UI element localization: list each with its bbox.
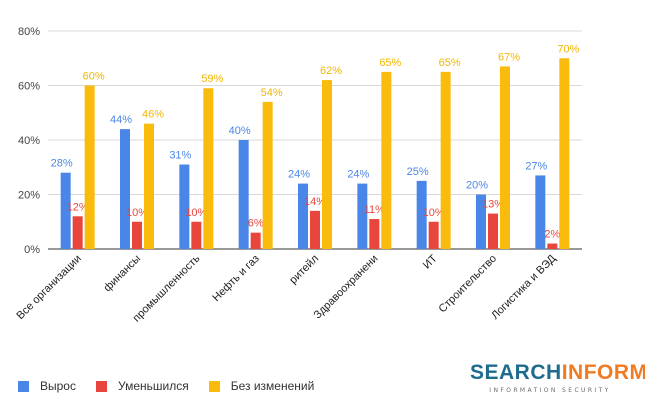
- value-label-s0-c3: 40%: [229, 125, 251, 137]
- value-label-s1-c6: 10%: [423, 207, 445, 219]
- bar-s0-c0: [60, 172, 71, 249]
- x-tick-label-0: Все организации: [14, 253, 83, 322]
- value-label-s2-c0: 60%: [83, 71, 105, 83]
- bar-s2-c8: [559, 58, 570, 249]
- value-label-s1-c8: 2%: [544, 229, 560, 241]
- logo-text-search: SEARCH: [470, 361, 562, 384]
- legend-item-umenshilsya: Уменьшился: [95, 379, 189, 393]
- bar-s2-c6: [440, 71, 451, 249]
- value-label-s1-c5: 11%: [364, 204, 385, 216]
- bar-s1-c7: [488, 213, 498, 249]
- bar-s0-c6: [416, 180, 427, 249]
- y-tick-label-40: 40%: [18, 135, 40, 147]
- value-label-s1-c3: 6%: [248, 218, 264, 230]
- logo-wordmark: SEARCHINFORM: [470, 361, 645, 384]
- x-tick-label-2: промышленность: [131, 252, 203, 324]
- x-tick-label-4: ритейл: [287, 253, 321, 287]
- bar-s0-c1: [120, 129, 130, 249]
- value-label-s0-c4: 24%: [288, 169, 310, 181]
- x-tick-label-1: финансы: [101, 253, 143, 295]
- legend-label-bez-izmeneniy: Без изменений: [230, 379, 315, 393]
- bar-s0-c3: [238, 140, 249, 249]
- bar-s2-c3: [262, 101, 273, 249]
- y-tick-label-0: 0%: [24, 244, 40, 256]
- value-label-s0-c0: 28%: [51, 158, 73, 170]
- x-tick-label-5: Здравоохранени: [312, 253, 381, 322]
- y-tick-label-60: 60%: [18, 81, 40, 93]
- legend-swatch-vyros: [18, 380, 29, 392]
- bar-s2-c4: [322, 80, 332, 249]
- value-label-s1-c1: 10%: [126, 207, 148, 219]
- bar-s0-c8: [535, 175, 546, 249]
- legend-item-bez-izmeneniy: Без изменений: [208, 379, 315, 393]
- bar-s1-c2: [191, 221, 202, 249]
- x-tick-label-7: Строительство: [436, 253, 499, 316]
- x-tick-label-3: Нефть и газ: [210, 253, 261, 304]
- x-tick-label-6: ИТ: [421, 252, 440, 271]
- bar-s0-c7: [476, 194, 486, 249]
- value-label-s2-c6: 65%: [439, 57, 461, 69]
- x-tick-label-8: Логистика и ВЭД: [489, 252, 559, 322]
- bar-s2-c0: [84, 85, 95, 249]
- bar-s0-c4: [298, 183, 308, 249]
- value-label-s2-c1: 46%: [142, 109, 164, 121]
- bar-s2-c7: [500, 66, 510, 249]
- y-tick-label-80: 80%: [18, 26, 40, 38]
- value-label-s2-c2: 59%: [201, 73, 223, 85]
- searchinform-logo: SEARCHINFORM INFORMATION SECURITY: [470, 361, 645, 395]
- legend-swatch-bez-izmeneniy: [208, 380, 220, 392]
- bar-s1-c8: [547, 243, 558, 249]
- value-label-s0-c7: 20%: [466, 180, 488, 192]
- value-label-s1-c2: 10%: [185, 207, 207, 219]
- value-label-s0-c6: 25%: [407, 166, 429, 178]
- value-label-s0-c5: 24%: [347, 169, 369, 181]
- y-tick-label-20: 20%: [18, 190, 40, 202]
- legend-label-umenshilsya: Уменьшился: [117, 379, 189, 393]
- value-label-s1-c0: 12%: [67, 201, 89, 213]
- legend-item-vyros: Вырос: [18, 379, 76, 393]
- value-label-s2-c3: 54%: [261, 87, 283, 99]
- bar-s1-c1: [132, 221, 142, 249]
- bar-s2-c1: [144, 123, 154, 249]
- bar-s2-c5: [381, 71, 392, 249]
- value-label-s1-c7: 13%: [482, 199, 504, 211]
- legend-label-vyros: Вырос: [40, 379, 76, 393]
- logo-text-inform: INFORM: [561, 361, 645, 384]
- bar-s0-c2: [179, 164, 190, 249]
- bar-s1-c4: [310, 210, 320, 249]
- bar-s1-c3: [250, 232, 261, 249]
- value-label-s2-c4: 62%: [320, 65, 342, 77]
- bar-s1-c0: [72, 216, 83, 249]
- value-label-s2-c5: 65%: [379, 57, 401, 69]
- value-label-s2-c7: 67%: [498, 51, 520, 63]
- value-label-s2-c8: 70%: [557, 43, 579, 55]
- bar-s1-c6: [428, 221, 439, 249]
- value-label-s0-c1: 44%: [110, 114, 132, 126]
- legend-swatch-umenshilsya: [95, 380, 107, 392]
- bar-s0-c5: [357, 183, 368, 249]
- legend: Вырос Уменьшился Без изменений: [18, 379, 334, 393]
- logo-tagline: INFORMATION SECURITY: [489, 387, 611, 394]
- value-label-s1-c4: 14%: [304, 196, 326, 208]
- value-label-s0-c2: 31%: [169, 150, 191, 162]
- bar-s1-c5: [369, 219, 380, 249]
- bar-s2-c2: [203, 88, 214, 249]
- value-label-s0-c8: 27%: [525, 160, 547, 172]
